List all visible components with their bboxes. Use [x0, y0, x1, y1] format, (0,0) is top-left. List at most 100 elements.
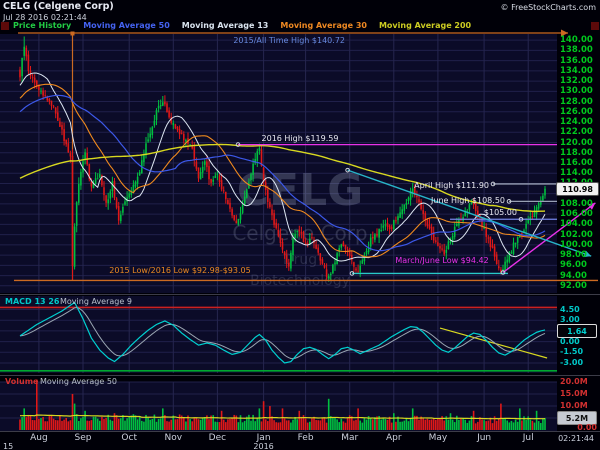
month-label-jul: Jul: [522, 433, 534, 443]
macd-ma-label[interactable]: Moving Average 9: [60, 297, 132, 306]
chart-datetime: Jul 28 2016 02:21:44: [3, 13, 87, 22]
price-axis-label: 96.00: [560, 260, 587, 271]
macd-line: [19, 301, 546, 364]
price-axis-label: 122.00: [560, 127, 593, 138]
annotation-handle[interactable]: [235, 142, 241, 147]
volume-axis-label: 20.0M: [560, 377, 588, 386]
month-label-sep: Sep: [74, 433, 92, 443]
price-axis-label: 126.00: [560, 106, 593, 117]
annotation-label[interactable]: March/June Low $94.42: [395, 256, 489, 265]
month-label-apr: Apr: [386, 433, 402, 443]
macd-axis-label: -1.50: [560, 347, 584, 357]
ma13-line: [19, 72, 546, 262]
drawn-line-top-arrow: [561, 29, 568, 37]
legend-item-moving-average-30[interactable]: Moving Average 30: [280, 21, 367, 30]
price-axis-label: 114.00: [560, 168, 593, 179]
symbol-title: CELG (Celgene Corp): [3, 1, 114, 12]
price-axis-label: 140.00: [560, 35, 593, 46]
month-label-mar: Mar: [341, 433, 359, 443]
ma200-line: [19, 143, 546, 213]
price-axis-label: 130.00: [560, 86, 593, 97]
trendline-arrow: [587, 202, 596, 210]
macd-trendline[interactable]: [439, 327, 548, 359]
trendline-arrow: [583, 250, 592, 258]
annotation-label[interactable]: 2015 Low/2016 Low $92.98-$93.05: [109, 266, 251, 275]
legend-item-moving-average-13[interactable]: Moving Average 13: [181, 21, 269, 30]
annotation-label[interactable]: $105.00: [483, 208, 517, 217]
current-price-badge: 110.98: [556, 182, 599, 196]
month-label-oct: Oct: [121, 433, 137, 443]
gridlines-group: [0, 34, 600, 432]
watermark-text: CELG: [237, 165, 364, 216]
legend-item-price-history[interactable]: Price History: [13, 21, 72, 30]
volume-zero-label: 0.00: [577, 423, 597, 432]
volume-group: [19, 379, 546, 430]
annotation-handle[interactable]: [349, 271, 355, 276]
trendline-handle[interactable]: [345, 167, 350, 173]
annotation-label[interactable]: 2015/All Time High $140.72: [233, 36, 345, 45]
month-label-jun: Jun: [477, 433, 492, 443]
month-label-aug: Aug: [30, 433, 48, 443]
price-axis-label: 124.00: [560, 117, 593, 128]
volume-ma-line: [19, 414, 546, 420]
annotation-label[interactable]: 2016 High $119.59: [261, 134, 339, 143]
legend-end-cap-right: [591, 22, 599, 30]
price-axis-label: 106.00: [560, 209, 593, 220]
trendline-handle[interactable]: [500, 270, 506, 275]
ma30-line: [19, 83, 546, 258]
annotation-label[interactable]: June High $108.50: [431, 196, 505, 205]
annotation-handle[interactable]: [506, 199, 512, 204]
month-label-nov: Nov: [164, 433, 183, 443]
price-panel-bg: [0, 34, 557, 293]
volume-ma-label[interactable]: Moving Average 50: [40, 377, 118, 386]
price-axis-label: 94.00: [560, 270, 587, 281]
annotation-handle[interactable]: [518, 216, 524, 222]
trendline-magenta-uptrend[interactable]: [502, 202, 596, 274]
legend-item-moving-average-200[interactable]: Moving Average 200: [378, 21, 472, 30]
price-axis-label: 118.00: [560, 147, 593, 158]
price-axis-label: 136.00: [560, 55, 593, 66]
watermark-text: Celgene Corp: [232, 221, 367, 245]
annotation-handle[interactable]: [490, 181, 496, 187]
indicator-legend: Price History Moving Average 50 Moving Ave…: [13, 21, 471, 32]
volume-panel-title[interactable]: Volume: [5, 377, 39, 386]
price-axis-label: 138.00: [560, 45, 593, 56]
clock-label: 02:21:44: [558, 434, 594, 443]
month-label-dec: Dec: [208, 433, 227, 443]
month-label-may: May: [428, 433, 448, 443]
price-axis-label: 120.00: [560, 137, 593, 148]
price-axis-label: 116.00: [560, 157, 593, 168]
price-axis-label: 134.00: [560, 65, 593, 76]
year-left-label: 15: [3, 442, 14, 450]
ma50-line: [19, 94, 546, 252]
price-axis-label: 104.00: [560, 219, 593, 230]
trendline-cyan-downtrend[interactable]: [347, 169, 592, 257]
volume-axis-label: 10.0M: [560, 401, 588, 410]
price-axis-label: 128.00: [560, 96, 593, 107]
month-label-feb: Feb: [297, 433, 314, 443]
legend-item-moving-average-50[interactable]: Moving Average 50: [83, 21, 170, 30]
macd-group: [0, 301, 557, 372]
current-macd-badge: 1.64: [557, 324, 597, 338]
macd-axis-label: 3.00: [560, 315, 580, 325]
volume-axis-label: 15.0M: [560, 389, 588, 398]
price-axis-label: 92.00: [560, 280, 587, 291]
price-axis-label: 98.00: [560, 250, 587, 261]
price-axis-label: 132.00: [560, 76, 593, 87]
macd-axis-label: -3.00: [560, 357, 584, 367]
macd-signal-line: [19, 307, 546, 360]
price-axis-label: 100.00: [560, 239, 593, 250]
price-axis-label: 102.00: [560, 229, 593, 240]
macd-panel-title[interactable]: MACD 13 26: [5, 297, 60, 306]
macd-axis-label: 0.00: [560, 336, 580, 346]
price-axis-label: 108.00: [560, 198, 593, 209]
month-label-jan: Jan: [256, 433, 271, 443]
macd-axis-label: 4.50: [560, 304, 580, 314]
copyright-label: © FreeStockCharts.com: [500, 3, 596, 12]
month-year-label: 2016: [253, 442, 274, 450]
annotation-label[interactable]: April High $111.90: [414, 181, 489, 190]
legend-end-cap-left: [1, 22, 9, 30]
